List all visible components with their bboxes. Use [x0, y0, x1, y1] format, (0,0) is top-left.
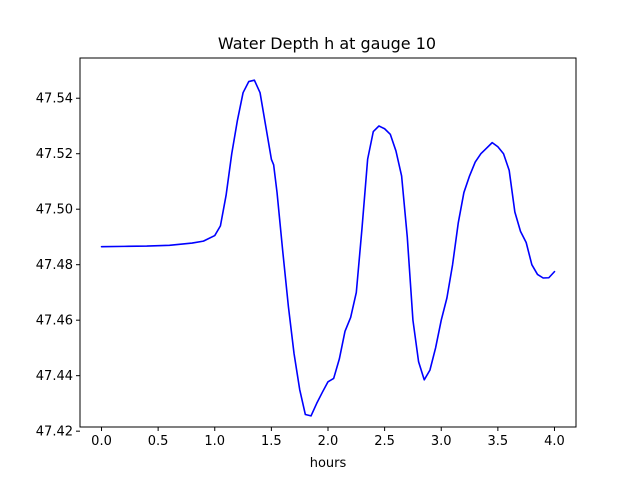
- y-tick-label: 47.54: [36, 92, 73, 107]
- x-tick-label: 2.5: [374, 434, 395, 449]
- y-tick-label: 47.48: [36, 258, 73, 273]
- x-tick-label: 4.0: [544, 434, 565, 449]
- x-tick-label: 1.5: [261, 434, 282, 449]
- y-tick-label: 47.50: [36, 203, 73, 218]
- y-tick-label: 47.46: [36, 314, 73, 329]
- x-tick-label: 0.0: [91, 434, 112, 449]
- water-depth-line: [100, 79, 556, 417]
- x-tick-label: 0.5: [148, 434, 169, 449]
- x-axis-label: hours: [310, 456, 347, 471]
- y-tick-label: 47.42: [36, 425, 73, 440]
- x-tick-label: 2.0: [318, 434, 339, 449]
- x-tick-label: 3.0: [431, 434, 452, 449]
- x-axis: 0.0 0.5 1.0 1.5 2.0 2.5 3.0 3.5 4.0: [91, 427, 565, 449]
- y-tick-label: 47.44: [36, 369, 73, 384]
- x-tick-label: 1.0: [204, 434, 225, 449]
- y-tick-label: 47.52: [36, 147, 73, 162]
- y-axis: 47.42 47.44 47.46 47.48 47.50 47.52 47.54: [36, 92, 80, 440]
- chart-title: Water Depth h at gauge 10: [218, 34, 436, 53]
- x-tick-label: 3.5: [488, 434, 509, 449]
- plot-frame: [79, 57, 577, 428]
